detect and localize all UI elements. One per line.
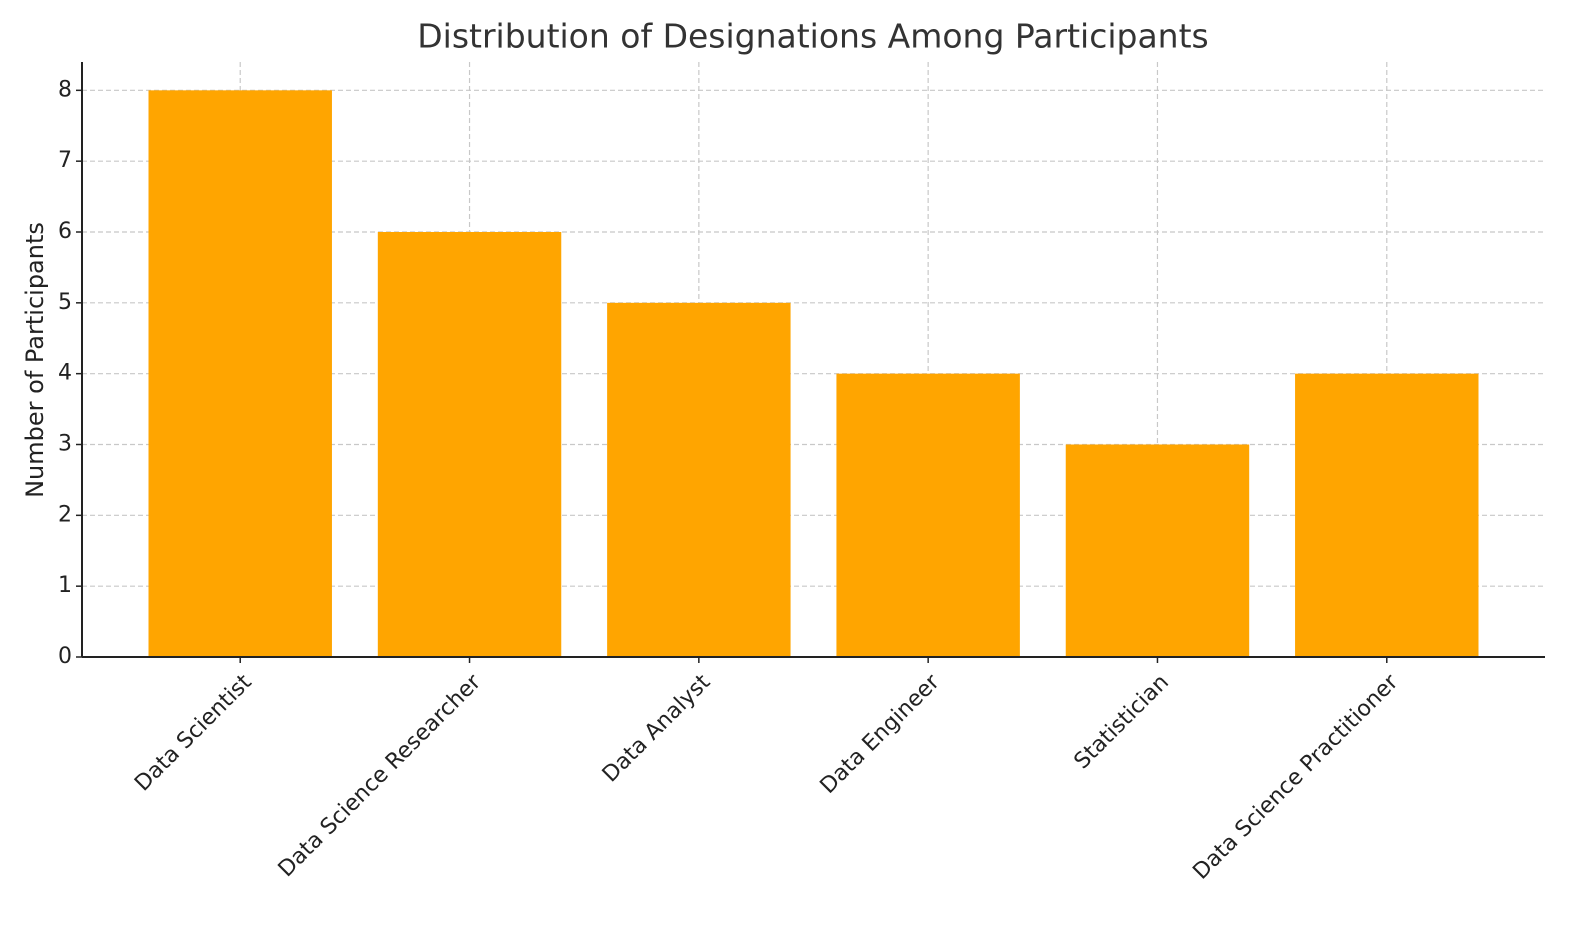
y-tick-label: 1: [58, 573, 72, 598]
x-tick-label: Statistician: [1070, 670, 1174, 774]
x-tick-label: Data Science Researcher: [274, 669, 487, 882]
y-tick-label: 6: [58, 219, 72, 244]
bar: [377, 232, 562, 657]
y-tick-label: 5: [58, 290, 72, 315]
bar: [607, 302, 791, 657]
bar: [1295, 373, 1479, 657]
y-tick-label: 4: [58, 361, 72, 386]
y-tick-label: 7: [58, 148, 72, 173]
y-axis-label: Number of Participants: [21, 222, 49, 498]
chart-title: Distribution of Designations Among Parti…: [417, 17, 1208, 56]
y-tick-label: 2: [58, 502, 72, 527]
x-tick-label: Data Scientist: [130, 670, 257, 797]
x-tick-label: Data Science Practitioner: [1188, 669, 1403, 884]
x-tick-label: Data Analyst: [598, 670, 716, 788]
y-tick-label: 0: [58, 644, 72, 669]
bar: [1065, 444, 1250, 657]
bar: [836, 373, 1020, 657]
y-tick-label: 8: [58, 77, 72, 102]
y-tick-label: 3: [58, 432, 72, 457]
x-tick-label: Data Engineer: [816, 669, 946, 799]
bar: [148, 90, 332, 658]
